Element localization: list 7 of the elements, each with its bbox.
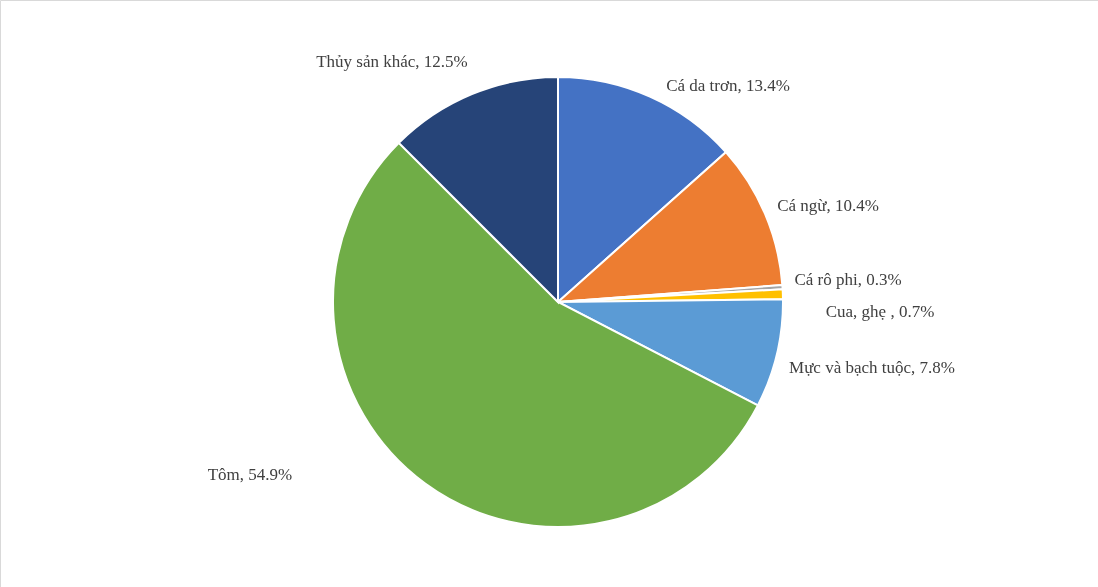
slice-label: Thủy sản khác, 12.5% xyxy=(316,52,468,71)
slice-label: Tôm, 54.9% xyxy=(207,465,293,484)
slice-label: Cá rô phi, 0.3% xyxy=(794,270,902,289)
slice-label: Cá da trơn, 13.4% xyxy=(666,76,790,95)
slice-label: Mực và bạch tuộc, 7.8% xyxy=(789,358,955,377)
slice-label: Cá ngừ, 10.4% xyxy=(777,196,879,215)
slice-label: Cua, ghẹ , 0.7% xyxy=(825,302,935,321)
